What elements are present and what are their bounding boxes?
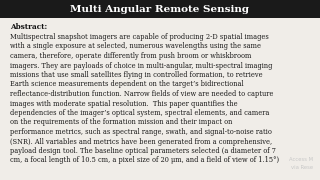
Text: reflectance-distribution function. Narrow fields of view are needed to capture: reflectance-distribution function. Narro… bbox=[10, 90, 273, 98]
Text: payload design tool. The baseline optical parameters selected (a diameter of 7: payload design tool. The baseline optica… bbox=[10, 147, 276, 155]
Text: Multi Angular Remote Sensing: Multi Angular Remote Sensing bbox=[70, 4, 250, 14]
Bar bbox=[0, 0, 320, 18]
Text: on the requirements of the formation mission and their impact on: on the requirements of the formation mis… bbox=[10, 118, 232, 127]
Text: with a single exposure at selected, numerous wavelengths using the same: with a single exposure at selected, nume… bbox=[10, 42, 261, 51]
Text: missions that use small satellites flying in controlled formation, to retrieve: missions that use small satellites flyin… bbox=[10, 71, 263, 79]
Text: Access M: Access M bbox=[289, 157, 313, 162]
Text: Earth science measurements dependent on the target’s bidirectional: Earth science measurements dependent on … bbox=[10, 80, 244, 89]
Text: images with moderate spatial resolution.  This paper quantifies the: images with moderate spatial resolution.… bbox=[10, 100, 238, 107]
Text: Abstract:: Abstract: bbox=[10, 23, 47, 31]
Text: cm, a focal length of 10.5 cm, a pixel size of 20 μm, and a field of view of 1.1: cm, a focal length of 10.5 cm, a pixel s… bbox=[10, 156, 279, 165]
Text: via Rese: via Rese bbox=[291, 165, 313, 170]
Text: (SNR). All variables and metrics have been generated from a comprehensive,: (SNR). All variables and metrics have be… bbox=[10, 138, 272, 145]
Text: dependencies of the imager’s optical system, spectral elements, and camera: dependencies of the imager’s optical sys… bbox=[10, 109, 269, 117]
Text: camera, therefore, operate differently from push broom or whiskbroom: camera, therefore, operate differently f… bbox=[10, 52, 252, 60]
Text: Multispectral snapshot imagers are capable of producing 2-D spatial images: Multispectral snapshot imagers are capab… bbox=[10, 33, 269, 41]
Text: imagers. They are payloads of choice in multi-angular, multi-spectral imaging: imagers. They are payloads of choice in … bbox=[10, 62, 272, 69]
Text: performance metrics, such as spectral range, swath, and signal-to-noise ratio: performance metrics, such as spectral ra… bbox=[10, 128, 272, 136]
